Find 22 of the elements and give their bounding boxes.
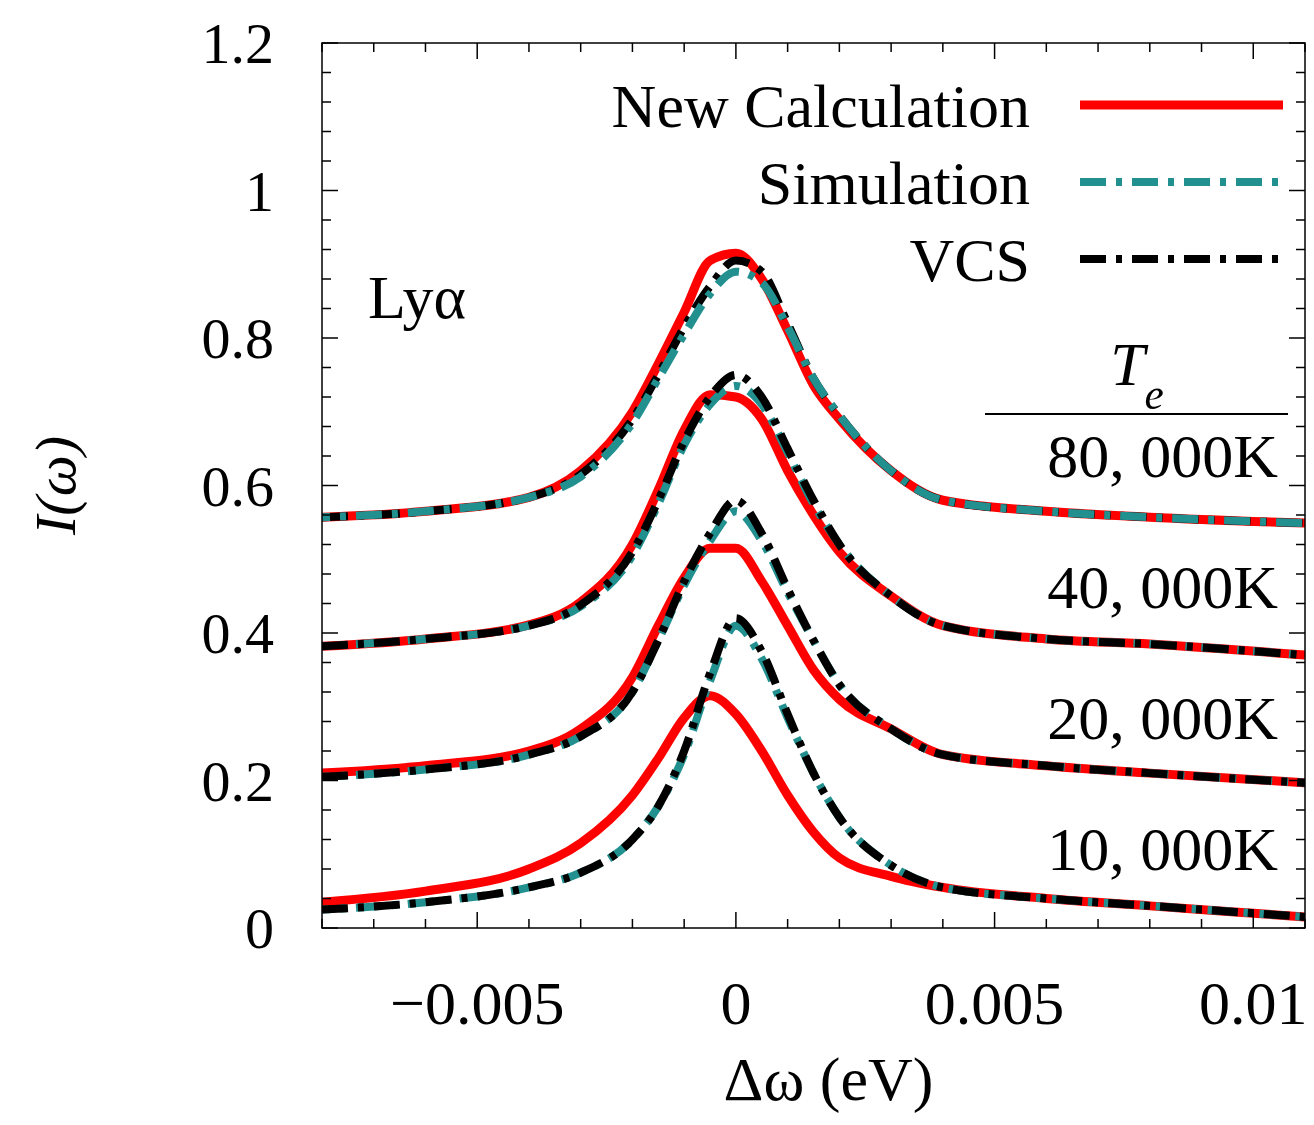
y-tick-label: 0 — [245, 896, 274, 962]
y-tick-label: 1.2 — [201, 11, 274, 77]
y-tick-label: 0.8 — [201, 306, 274, 372]
y-tick-label: 0.2 — [201, 748, 274, 814]
x-axis-title: Δω (eV) — [723, 1045, 934, 1114]
x-tick-label: −0.005 — [389, 969, 565, 1037]
annotation: 20, 000K — [1047, 683, 1279, 752]
annotation: 80, 000K — [1047, 421, 1279, 490]
y-axis-title: I(ω) — [23, 436, 88, 536]
annotation: 10, 000K — [1047, 814, 1279, 883]
legend-label: New Calculation — [611, 71, 1030, 140]
annotation: T$_{e}$ — [1110, 330, 1164, 418]
annotation: Lyα — [368, 263, 466, 331]
y-tick-label: 0.6 — [201, 453, 274, 519]
x-tick-label: 0.01 — [1199, 969, 1308, 1037]
y-tick-label: 0.4 — [201, 601, 274, 667]
annotation: 40, 000K — [1047, 552, 1279, 621]
y-tick-label: 1 — [245, 158, 274, 224]
legend-label: VCS — [909, 225, 1030, 294]
x-tick-label: 0.005 — [924, 969, 1065, 1037]
legend-label: Simulation — [757, 148, 1030, 217]
x-tick-label: 0 — [720, 969, 752, 1037]
